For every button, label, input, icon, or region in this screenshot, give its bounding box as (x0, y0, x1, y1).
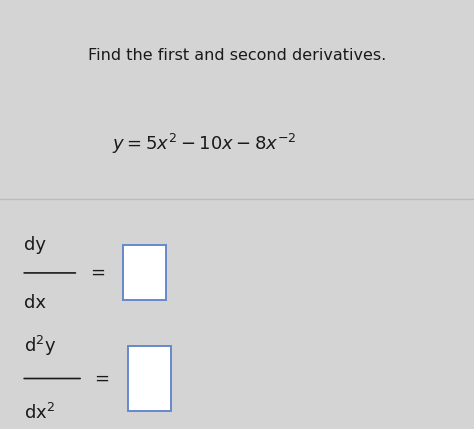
Text: $\mathregular{d}^{2}\mathregular{y}$: $\mathregular{d}^{2}\mathregular{y}$ (24, 334, 56, 358)
Bar (123, 245, 166, 300)
Bar (128, 346, 171, 411)
Text: =: = (90, 264, 105, 282)
Text: $y=5x^{2}-10x-8x^{-2}$: $y=5x^{2}-10x-8x^{-2}$ (111, 132, 296, 156)
Text: =: = (94, 369, 109, 387)
Text: Find the first and second derivatives.: Find the first and second derivatives. (88, 48, 386, 63)
Text: dy: dy (24, 236, 46, 254)
Text: $\mathregular{dx}^{2}$: $\mathregular{dx}^{2}$ (24, 403, 55, 423)
Text: dx: dx (24, 294, 46, 312)
